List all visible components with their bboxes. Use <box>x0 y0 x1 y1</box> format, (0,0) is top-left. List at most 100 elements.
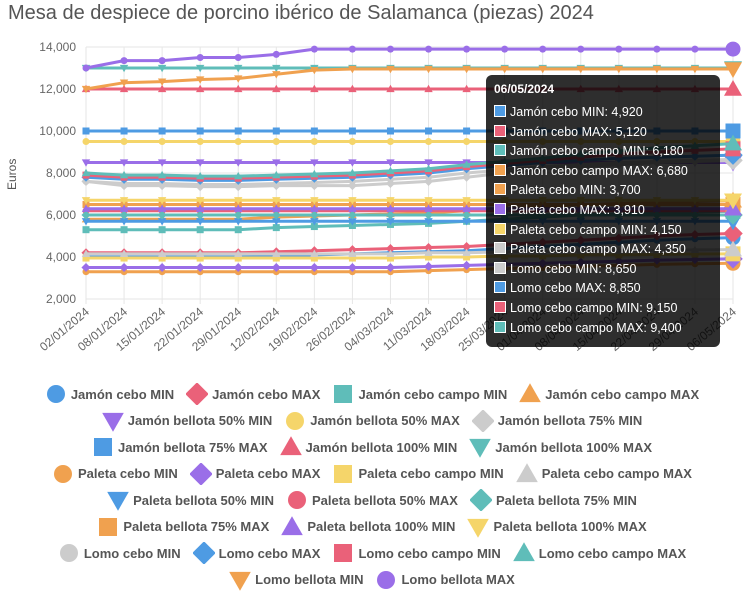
data-point <box>119 262 129 273</box>
data-point <box>234 197 243 205</box>
data-point <box>157 170 167 179</box>
legend-item-paleta-cebo-campo-min[interactable]: Paleta cebo campo MIN <box>332 463 504 485</box>
legend-marker <box>189 462 212 485</box>
data-point <box>386 254 394 262</box>
data-point <box>348 254 356 262</box>
data-point <box>652 65 662 74</box>
legend-item-lomo-bellota-min[interactable]: Lomo bellota MIN <box>229 569 363 591</box>
data-point <box>347 181 357 191</box>
tooltip-swatch <box>494 222 506 235</box>
data-point <box>725 123 741 139</box>
data-point <box>234 84 243 93</box>
data-point <box>120 226 128 234</box>
tooltip-row: Lomo cebo MAX: 8,850 <box>494 281 641 297</box>
legend-item-jamon-bellota-100-min[interactable]: Jamón bellota 100% MIN <box>279 436 457 458</box>
legend-item-paleta-cebo-min[interactable]: Paleta cebo MIN <box>52 463 178 485</box>
legend-marker-shape <box>54 464 73 483</box>
legend-item-jamon-bellota-75-min[interactable]: Jamón bellota 75% MIN <box>471 409 642 432</box>
y-tick-label: 6,000 <box>46 208 76 222</box>
data-point <box>576 65 585 74</box>
tooltip-row: Jamón cebo campo MAX: 6,680 <box>494 163 688 180</box>
data-point <box>425 253 433 261</box>
legend-item-paleta-cebo-campo-max[interactable]: Paleta cebo campo MAX <box>515 462 692 485</box>
data-point <box>272 254 280 262</box>
data-tooltip: 06/05/2024 Jamón cebo MIN: 4,920 Jamón ce… <box>486 75 720 347</box>
data-point <box>423 261 434 271</box>
legend-label: Jamón bellota 100% MAX <box>495 439 653 455</box>
legend-item-lomo-cebo-max[interactable]: Lomo cebo MAX <box>192 542 320 565</box>
legend-row: Jamón bellota 50% MIN Jamón bellota 50% M… <box>0 408 744 435</box>
legend-item-paleta-bellota-75-min[interactable]: Paleta bellota 75% MIN <box>469 489 637 512</box>
data-point <box>196 138 204 145</box>
data-point <box>424 204 433 212</box>
data-point <box>310 127 318 135</box>
legend-marker <box>281 515 304 535</box>
data-point <box>119 159 129 167</box>
tooltip-row: Paleta cebo campo MAX: 4,350 <box>494 242 686 258</box>
legend-item-paleta-bellota-75-max[interactable]: Paleta bellota 75% MAX <box>97 516 269 538</box>
legend-marker-shape <box>471 409 494 432</box>
data-point <box>119 210 129 220</box>
legend-item-lomo-cebo-min[interactable]: Lomo cebo MIN <box>58 542 181 564</box>
legend-marker-shape <box>192 542 215 565</box>
legend-marker <box>512 542 535 562</box>
data-point <box>425 127 433 135</box>
legend-item-paleta-bellota-100-max[interactable]: Paleta bellota 100% MAX <box>467 516 647 538</box>
data-point <box>310 218 319 226</box>
legend-item-lomo-cebo-campo-max[interactable]: Lomo cebo campo MAX <box>512 542 687 564</box>
data-point <box>119 197 129 205</box>
data-point <box>234 75 243 83</box>
legend-label: Lomo cebo campo MAX <box>538 545 687 561</box>
legend-item-paleta-cebo-max[interactable]: Paleta cebo MAX <box>189 462 320 485</box>
data-point <box>119 79 129 87</box>
data-point <box>348 159 357 167</box>
data-point <box>234 54 242 61</box>
legend-marker-shape <box>334 544 353 563</box>
data-point <box>690 65 700 74</box>
legend-item-lomo-cebo-campo-min[interactable]: Lomo cebo campo MIN <box>332 542 501 564</box>
data-point <box>272 197 281 205</box>
data-point <box>386 84 395 93</box>
data-point <box>463 138 471 145</box>
legend-item-jamon-bellota-50-min[interactable]: Jamón bellota 50% MIN <box>101 410 272 432</box>
data-point <box>119 249 129 257</box>
legend-marker <box>93 438 112 457</box>
legend-item-jamon-cebo-campo-min[interactable]: Jamón cebo campo MIN <box>332 383 507 405</box>
legend-label: Paleta bellota 50% MIN <box>133 492 275 508</box>
data-point <box>157 64 167 73</box>
data-point <box>462 260 472 270</box>
legend-item-jamon-bellota-75-max[interactable]: Jamón bellota 75% MAX <box>92 436 268 458</box>
data-point <box>119 204 129 212</box>
legend-item-jamon-cebo-max[interactable]: Jamón cebo MAX <box>186 383 320 406</box>
legend-item-jamon-cebo-campo-max[interactable]: Jamón cebo campo MAX <box>519 383 699 405</box>
data-point <box>81 197 91 205</box>
data-point <box>157 204 167 212</box>
legend-marker <box>334 385 353 404</box>
tooltip-row: Jamón cebo MAX: 5,120 <box>494 124 647 141</box>
tooltip-swatch <box>494 124 506 137</box>
data-point <box>386 204 395 212</box>
legend-item-lomo-bellota-max[interactable]: Lomo bellota MAX <box>375 569 515 591</box>
data-point <box>424 159 433 167</box>
tooltip-title: 06/05/2024 <box>494 82 555 96</box>
series-line-lomo-bellota-max <box>85 47 733 70</box>
legend-item-jamon-bellota-50-max[interactable]: Jamón bellota 50% MAX <box>284 410 460 432</box>
legend-label: Paleta cebo campo MAX <box>541 466 692 482</box>
legend-item-jamon-cebo-min[interactable]: Jamón cebo MIN <box>45 383 174 405</box>
y-tick-label: 2,000 <box>46 292 76 306</box>
legend-marker <box>334 464 353 483</box>
data-point <box>386 249 395 257</box>
data-point <box>195 218 205 226</box>
legend-marker <box>288 491 307 510</box>
legend-item-paleta-bellota-50-max[interactable]: Paleta bellota 50% MAX <box>286 489 458 511</box>
data-point <box>347 210 357 220</box>
tooltip-swatch <box>494 144 506 157</box>
legend-item-jamon-bellota-100-max[interactable]: Jamón bellota 100% MAX <box>469 436 653 459</box>
data-point <box>501 45 509 53</box>
legend-item-paleta-bellota-100-min[interactable]: Paleta bellota 100% MIN <box>281 515 455 538</box>
tooltip-swatch <box>494 320 506 333</box>
legend-marker-shape <box>286 411 305 430</box>
legend-row: Paleta bellota 75% MAX Paleta bellota 100… <box>0 514 744 541</box>
legend-row: Jamón bellota 75% MAX Jamón bellota 100% … <box>0 434 744 461</box>
legend-item-paleta-bellota-50-min[interactable]: Paleta bellota 50% MIN <box>107 489 275 512</box>
